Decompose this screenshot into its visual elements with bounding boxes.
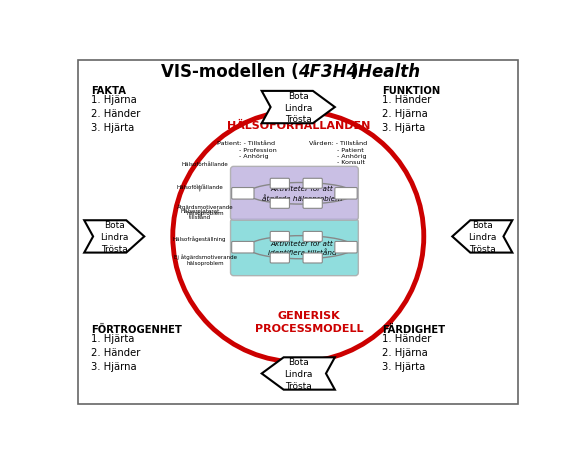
Text: GENERISK
PROCESSMODELL: GENERISK PROCESSMODELL (255, 311, 363, 333)
Polygon shape (262, 357, 335, 390)
Text: Ej åtgärdsmotiverande
hälsoproblem: Ej åtgärdsmotiverande hälsoproblem (173, 254, 237, 266)
Polygon shape (84, 221, 144, 253)
Text: FÄRDIGHET: FÄRDIGHET (382, 324, 445, 334)
Text: Bota
Lindra
Trösta: Bota Lindra Trösta (468, 221, 496, 253)
FancyBboxPatch shape (230, 219, 359, 276)
FancyBboxPatch shape (303, 232, 322, 242)
Text: Hälsoförhållande: Hälsoförhållande (182, 161, 229, 167)
Text: Bota
Lindra
Trösta: Bota Lindra Trösta (284, 357, 313, 390)
FancyBboxPatch shape (270, 199, 289, 209)
Text: Hälsorelaterat
tillstånd: Hälsorelaterat tillstånd (180, 208, 219, 219)
FancyBboxPatch shape (270, 232, 289, 242)
Text: Åtgärdsmotiverande
hälsoproblem: Åtgärdsmotiverande hälsoproblem (177, 204, 233, 216)
Circle shape (173, 112, 424, 362)
FancyBboxPatch shape (335, 242, 357, 253)
Text: FÖRTROGENHET: FÖRTROGENHET (91, 324, 182, 334)
FancyBboxPatch shape (303, 253, 322, 263)
Text: Aktiviteter för att
identifiera tillstånd: Aktiviteter för att identifiera tillstån… (268, 240, 336, 255)
Text: Patient: - Tillstånd
           - Profession
           - Anhörig: Patient: - Tillstånd - Profession - Anhö… (218, 141, 277, 159)
FancyBboxPatch shape (335, 188, 357, 199)
Text: 1. Hjärta
2. Händer
3. Hjärna: 1. Hjärta 2. Händer 3. Hjärna (91, 333, 140, 371)
Polygon shape (452, 221, 512, 253)
Text: 1. Händer
2. Hjärna
3. Hjärta: 1. Händer 2. Hjärna 3. Hjärta (382, 333, 432, 371)
Text: 1. Hjärna
2. Händer
3. Hjärta: 1. Hjärna 2. Händer 3. Hjärta (91, 95, 140, 133)
Text: FAKTA: FAKTA (91, 86, 126, 96)
Text: VIS-modellen (: VIS-modellen ( (161, 63, 298, 81)
Text: Hälsofrågeställning: Hälsofrågeställning (173, 236, 226, 241)
FancyBboxPatch shape (270, 179, 289, 189)
Text: Hälsoförhållande: Hälsoförhållande (176, 185, 223, 189)
Text: FUNKTION: FUNKTION (382, 86, 441, 96)
FancyBboxPatch shape (303, 179, 322, 189)
Text: ): ) (350, 63, 358, 81)
FancyBboxPatch shape (232, 188, 254, 199)
FancyBboxPatch shape (270, 253, 289, 263)
Text: 1. Händer
2. Hjärna
3. Hjärta: 1. Händer 2. Hjärna 3. Hjärta (382, 95, 432, 133)
FancyBboxPatch shape (232, 242, 254, 253)
Polygon shape (262, 92, 335, 124)
Text: Vården: - Tillstånd
              - Patient
              - Anhörig
            : Vården: - Tillstånd - Patient - Anhörig (309, 141, 367, 165)
Text: Aktiviteter för att
åtgärda hälsoproblem: Aktiviteter för att åtgärda hälsoproblem (262, 186, 342, 202)
FancyBboxPatch shape (230, 167, 359, 221)
Text: Bota
Lindra
Trösta: Bota Lindra Trösta (100, 221, 129, 253)
Text: HÄLSOFÖRHÅLLANDEN: HÄLSOFÖRHÅLLANDEN (226, 121, 370, 131)
Text: Bota
Lindra
Trösta: Bota Lindra Trösta (284, 91, 313, 124)
FancyBboxPatch shape (303, 199, 322, 209)
Text: 4F3H4Health: 4F3H4Health (298, 63, 420, 81)
